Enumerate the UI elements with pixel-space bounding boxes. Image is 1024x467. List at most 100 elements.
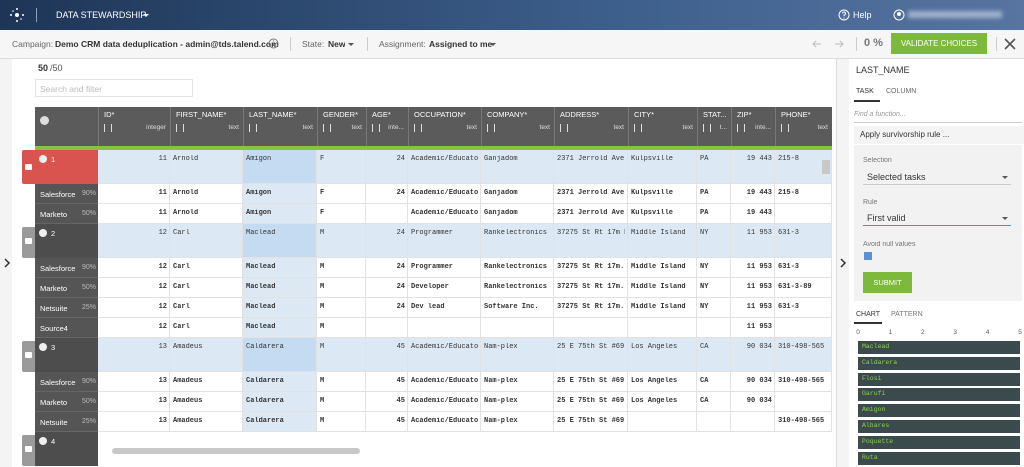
- cell-text: Nam-plex: [484, 343, 551, 353]
- column-type: text: [331, 124, 362, 134]
- cell-text: Software Inc.: [484, 303, 551, 313]
- bar-label: Garufi: [862, 390, 942, 400]
- column-border: [554, 107, 555, 146]
- cell-text: 11 953: [734, 263, 772, 273]
- sort-icon[interactable]: [249, 124, 257, 132]
- selection-label: Selection: [863, 157, 963, 167]
- column-name[interactable]: STAT...: [703, 110, 729, 120]
- search-input[interactable]: Search and filter: [35, 79, 193, 97]
- find-input[interactable]: Find a function...: [854, 108, 1022, 123]
- group-toggle[interactable]: [39, 229, 47, 237]
- column-name[interactable]: COMPANY*: [487, 110, 552, 120]
- column-name[interactable]: ID*: [104, 110, 168, 120]
- cell: [366, 204, 408, 224]
- column-border: [775, 107, 776, 146]
- cell-text: Middle Island: [631, 229, 694, 239]
- cell-text: Carl: [173, 229, 240, 239]
- chart-tab[interactable]: CHART: [856, 311, 891, 321]
- cell: [775, 318, 832, 338]
- caret: [1002, 176, 1008, 182]
- help-link[interactable]: Help: [853, 10, 872, 20]
- cell: [775, 204, 832, 224]
- column-type: text: [422, 124, 477, 134]
- group-label: 2: [51, 229, 81, 239]
- cell-text: 25 E 75th St #69: [557, 343, 625, 353]
- chart-tab[interactable]: PATTERN: [891, 311, 926, 321]
- cell-text: Amadeus: [173, 377, 240, 387]
- column-border: [628, 107, 629, 146]
- column-border: [317, 107, 318, 146]
- cell-text: Dev lead: [411, 303, 478, 313]
- sort-icon[interactable]: [703, 124, 711, 132]
- cell-text: M: [320, 229, 363, 239]
- column-name[interactable]: GENDER*: [323, 110, 364, 120]
- cell-text: M: [320, 417, 363, 427]
- cell-text: 37275 St Rt 17m...: [557, 263, 625, 273]
- cell-text: 24: [369, 189, 405, 199]
- sort-icon[interactable]: [487, 124, 495, 132]
- source-score: 50%: [74, 398, 96, 408]
- sort-icon[interactable]: [414, 124, 422, 132]
- group-toggle[interactable]: [39, 343, 47, 351]
- column-border: [170, 107, 171, 146]
- expand-right[interactable]: [839, 258, 847, 268]
- group-toggle[interactable]: [39, 155, 47, 163]
- selection-select[interactable]: Selected tasks: [863, 169, 1011, 185]
- validate-button[interactable]: VALIDATE CHOICES: [891, 33, 987, 54]
- top-bar: DATA STEWARDSHIP Help: [0, 0, 1024, 30]
- sort-icon[interactable]: [781, 124, 789, 132]
- column-name[interactable]: OCCUPATION*: [414, 110, 479, 120]
- state-label: State:: [302, 39, 324, 49]
- column-border: [408, 107, 409, 146]
- campaign-label: Campaign:: [12, 39, 53, 49]
- column-name[interactable]: PHONE*: [781, 110, 830, 120]
- v-scrollbar: [822, 160, 830, 174]
- column-name[interactable]: CITY*: [634, 110, 695, 120]
- cell-text: Academic/Educator: [411, 189, 478, 199]
- cell-text: F: [320, 209, 363, 219]
- column-type: inte...: [380, 124, 404, 134]
- sort-icon[interactable]: [560, 124, 568, 132]
- cell: [697, 412, 731, 432]
- expand-left[interactable]: [3, 258, 11, 268]
- column-type: text: [789, 124, 828, 134]
- column-name[interactable]: ADDRESS*: [560, 110, 626, 120]
- column-name[interactable]: ZIP*: [737, 110, 773, 120]
- submit-button[interactable]: SUBMIT: [863, 272, 912, 293]
- sort-icon[interactable]: [634, 124, 642, 132]
- panel-tab[interactable]: COLUMN: [886, 88, 916, 98]
- avoid-checkbox[interactable]: [864, 252, 872, 260]
- cell-text: Arnold: [173, 209, 240, 219]
- cell: [366, 318, 408, 338]
- cell-text: 25 E 75th St #69: [557, 377, 625, 387]
- cell-text: M: [320, 263, 363, 273]
- column-name[interactable]: FIRST_NAME*: [176, 110, 241, 120]
- cell-text: Maclead: [246, 263, 314, 273]
- x-tick-label: 1: [884, 329, 896, 338]
- info-icon[interactable]: [268, 38, 279, 49]
- cell-text: Academic/Educator: [411, 397, 478, 407]
- sort-icon[interactable]: [104, 124, 112, 132]
- state[interactable]: New: [328, 39, 345, 49]
- column-name[interactable]: AGE*: [372, 110, 406, 120]
- sort-icon[interactable]: [323, 124, 331, 132]
- cell-text: Amigon: [246, 189, 314, 199]
- rule-select[interactable]: First valid: [863, 210, 1011, 226]
- cell-text: 11: [101, 209, 167, 219]
- cell-text: 12: [101, 303, 167, 313]
- assignment[interactable]: Assigned to me: [429, 39, 492, 49]
- sort-icon[interactable]: [372, 124, 380, 132]
- app-menu[interactable]: DATA STEWARDSHIP: [56, 10, 146, 20]
- group-toggle[interactable]: [39, 437, 47, 445]
- sort-icon[interactable]: [176, 124, 184, 132]
- cell-text: Carl: [173, 263, 240, 273]
- column-name[interactable]: LAST_NAME*: [249, 110, 315, 120]
- panel-tab[interactable]: TASK: [856, 88, 886, 98]
- nav-arrows[interactable]: [812, 39, 844, 49]
- sort-icon[interactable]: [737, 124, 745, 132]
- cell-text: 24: [369, 229, 405, 239]
- cell-text: Nam-plex: [484, 417, 551, 427]
- collapse-all[interactable]: [40, 116, 49, 125]
- close-icon[interactable]: [1004, 38, 1016, 50]
- cell-text: Amigon: [246, 209, 314, 219]
